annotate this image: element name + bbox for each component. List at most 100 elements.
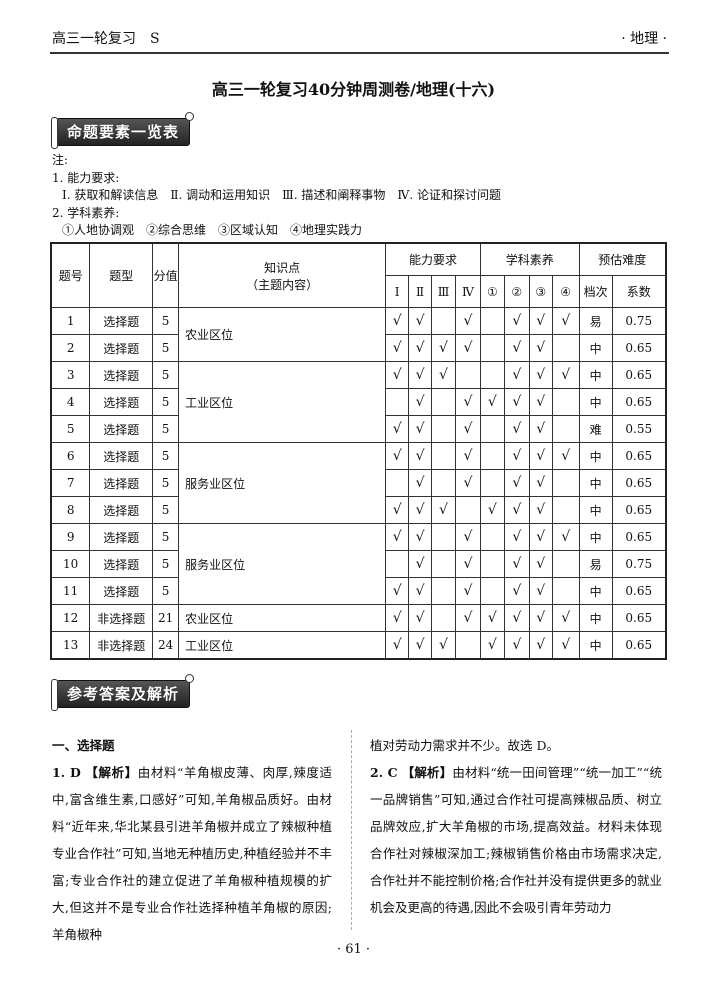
- cell-level: 中: [578, 496, 613, 524]
- cell-score: 5: [152, 496, 180, 524]
- header-rule: [50, 52, 669, 54]
- cell-empty: [479, 307, 505, 335]
- cell-score: 5: [152, 442, 180, 470]
- check-mark: √: [408, 334, 433, 362]
- cell-empty: [454, 361, 481, 389]
- cell-empty: [551, 550, 580, 578]
- cell-empty: [385, 550, 410, 578]
- cell-empty: [431, 577, 456, 605]
- literacy-item: ①人地协调观: [62, 223, 135, 237]
- cell-num: 4: [50, 388, 91, 416]
- header-ability: 能力要求: [385, 242, 481, 276]
- check-mark: √: [528, 631, 553, 660]
- cell-topic: 农业区位: [178, 307, 387, 362]
- check-mark: √: [479, 604, 505, 632]
- cell-empty: [454, 631, 481, 660]
- cell-num: 8: [50, 496, 91, 524]
- check-mark: √: [385, 307, 410, 335]
- check-mark: √: [431, 496, 456, 524]
- check-mark: √: [528, 577, 553, 605]
- cell-empty: [431, 442, 456, 470]
- check-mark: √: [385, 577, 410, 605]
- running-header-left: 高三一轮复习 S: [52, 31, 160, 47]
- cell-level: 中: [578, 469, 613, 497]
- cell-score: 5: [152, 415, 180, 443]
- literacy-title: 2. 学科素养:: [52, 205, 120, 220]
- check-mark: √: [503, 307, 530, 335]
- check-mark: √: [454, 388, 481, 416]
- check-mark: √: [385, 523, 410, 551]
- cell-coef: 0.75: [611, 307, 667, 335]
- check-mark: √: [528, 442, 553, 470]
- check-mark: √: [528, 415, 553, 443]
- check-mark: √: [454, 523, 481, 551]
- cell-coef: 0.65: [611, 442, 667, 470]
- analysis-tag: 【解析】: [401, 765, 453, 780]
- header-coef: 系数: [611, 275, 667, 308]
- cell-type: 选择题: [89, 361, 154, 389]
- section-heading: 一、选择题: [52, 738, 115, 753]
- cell-type: 选择题: [89, 307, 154, 335]
- check-mark: √: [503, 496, 530, 524]
- cell-level: 中: [578, 361, 613, 389]
- cell-empty: [479, 577, 505, 605]
- check-mark: √: [385, 361, 410, 389]
- check-mark: √: [503, 442, 530, 470]
- check-mark: √: [503, 577, 530, 605]
- cell-topic: 服务业区位: [178, 523, 387, 605]
- check-mark: √: [528, 307, 553, 335]
- header-topic-label: 知识点: [264, 260, 301, 275]
- subheader: ③: [528, 275, 553, 308]
- check-mark: √: [454, 604, 481, 632]
- header-topic: 知识点 （主题内容）: [178, 242, 387, 308]
- check-mark: √: [503, 415, 530, 443]
- cell-coef: 0.65: [611, 577, 667, 605]
- notes: 注: 1. 能力要求: Ⅰ. 获取和解读信息 Ⅱ. 调动和运用知识 Ⅲ. 描述和阐释…: [52, 152, 513, 240]
- cell-empty: [479, 550, 505, 578]
- cell-score: 21: [152, 604, 180, 632]
- cell-empty: [551, 496, 580, 524]
- check-mark: √: [479, 388, 505, 416]
- cell-empty: [454, 496, 481, 524]
- cell-empty: [551, 334, 580, 362]
- cell-empty: [431, 307, 456, 335]
- check-mark: √: [408, 307, 433, 335]
- check-mark: √: [503, 388, 530, 416]
- cell-type: 非选择题: [89, 604, 154, 632]
- check-mark: √: [528, 469, 553, 497]
- table-row: 3 选择题 5 工业区位 √ √ √ √ √ √ 中 0.65: [50, 361, 667, 443]
- subheader: ②: [503, 275, 530, 308]
- answer-2: 2. C 【解析】由材料“统一田间管理”“统一加工”“统一品牌销售”可知,通过合…: [370, 759, 662, 921]
- check-mark: √: [431, 631, 456, 660]
- ability-item: Ⅲ. 描述和阐释事物: [282, 188, 386, 202]
- cell-type: 选择题: [89, 415, 154, 443]
- cell-coef: 0.65: [611, 361, 667, 389]
- cell-empty: [385, 388, 410, 416]
- cell-empty: [431, 604, 456, 632]
- check-mark: √: [528, 496, 553, 524]
- cell-empty: [479, 334, 505, 362]
- check-mark: √: [479, 631, 505, 660]
- section-banner-exam-elements: 命题要素一览表: [50, 112, 195, 149]
- check-mark: √: [528, 388, 553, 416]
- check-mark: √: [503, 631, 530, 660]
- check-mark: √: [408, 415, 433, 443]
- cell-empty: [479, 415, 505, 443]
- cell-score: 5: [152, 550, 180, 578]
- cell-topic: 工业区位: [178, 361, 387, 443]
- cell-empty: [551, 469, 580, 497]
- table-row: 5 选择题 5 √ √ √ √ √ 难 0.55: [50, 415, 667, 443]
- check-mark: √: [528, 334, 553, 362]
- cell-coef: 0.65: [611, 334, 667, 362]
- check-mark: √: [408, 469, 433, 497]
- check-mark: √: [551, 523, 580, 551]
- cell-num: 12: [50, 604, 91, 632]
- check-mark: √: [385, 496, 410, 524]
- cell-level: 易: [578, 550, 613, 578]
- check-mark: √: [454, 415, 481, 443]
- cell-type: 选择题: [89, 523, 154, 551]
- page-number: · 61 ·: [336, 942, 371, 957]
- notes-label: 注:: [52, 153, 69, 167]
- check-mark: √: [454, 550, 481, 578]
- check-mark: √: [431, 334, 456, 362]
